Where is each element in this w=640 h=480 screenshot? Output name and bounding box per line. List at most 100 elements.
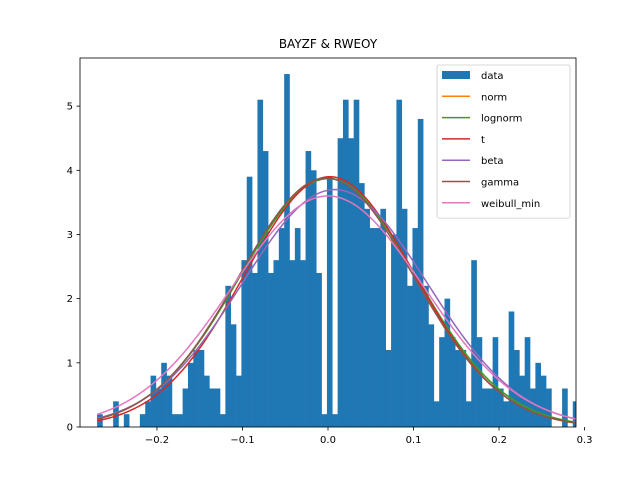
x-tick-label: −0.2 bbox=[145, 435, 169, 446]
histogram-bar bbox=[273, 260, 280, 427]
histogram-bar bbox=[535, 362, 542, 427]
histogram-bar bbox=[305, 151, 312, 427]
plot-area bbox=[96, 74, 584, 427]
histogram-bar bbox=[439, 337, 445, 427]
histogram-bar bbox=[230, 324, 237, 427]
histogram-bar bbox=[396, 99, 403, 427]
histogram-bar bbox=[139, 414, 146, 427]
histogram-bar bbox=[369, 228, 376, 427]
histogram-bar bbox=[540, 375, 547, 427]
series-line-gamma bbox=[96, 177, 576, 424]
histogram-bar bbox=[187, 362, 194, 427]
legend-label-norm: norm bbox=[481, 92, 507, 103]
legend-label-data: data bbox=[481, 71, 504, 82]
histogram-bar bbox=[348, 138, 354, 427]
histogram-bar bbox=[514, 349, 520, 427]
histogram-bar bbox=[289, 260, 296, 427]
chart-title: BAYZF & RWEOY bbox=[279, 37, 378, 51]
histogram-bar bbox=[481, 388, 488, 427]
histogram-bar bbox=[364, 208, 370, 427]
histogram-bar bbox=[492, 337, 499, 427]
histogram-bar bbox=[310, 170, 317, 427]
histogram-bar bbox=[241, 260, 248, 427]
series-line-beta bbox=[96, 188, 576, 420]
histogram-bar bbox=[262, 151, 269, 427]
y-tick-label: 3 bbox=[67, 230, 73, 241]
histogram-bar bbox=[284, 74, 290, 427]
histogram-bar bbox=[455, 349, 461, 427]
histogram-bar bbox=[476, 337, 483, 427]
histogram-bar bbox=[332, 414, 338, 427]
histogram-bar bbox=[578, 401, 584, 427]
histogram-bar bbox=[300, 260, 306, 427]
x-tick-label: 0.0 bbox=[320, 435, 336, 446]
histogram-bar bbox=[508, 311, 515, 427]
legend-label-gamma: gamma bbox=[481, 178, 519, 189]
legend-label-lognorm: lognorm bbox=[481, 114, 522, 125]
histogram-bar bbox=[155, 388, 162, 427]
histogram-bar bbox=[391, 234, 397, 427]
histogram-bar bbox=[444, 298, 451, 427]
histogram-bar bbox=[407, 285, 413, 427]
histogram-bar bbox=[145, 401, 151, 427]
histogram-bar bbox=[519, 375, 525, 427]
x-tick-label: 0.2 bbox=[491, 435, 507, 446]
histogram-bar bbox=[326, 176, 333, 427]
y-tick-label: 1 bbox=[67, 358, 73, 369]
histogram-bar bbox=[182, 388, 189, 427]
series-line-weibull-min bbox=[96, 195, 576, 420]
histogram-bar bbox=[316, 272, 322, 427]
histogram-bar bbox=[220, 414, 226, 427]
histogram-bar bbox=[449, 337, 456, 427]
x-tick-label: 0.1 bbox=[406, 435, 422, 446]
histogram-bar bbox=[524, 337, 531, 427]
histogram-bar bbox=[278, 228, 285, 427]
legend-box bbox=[436, 64, 571, 219]
histogram-bar bbox=[177, 414, 183, 427]
histogram-bar bbox=[246, 176, 253, 427]
histogram-bar bbox=[497, 388, 504, 427]
y-tick-label: 2 bbox=[67, 294, 73, 305]
histogram-bar bbox=[214, 388, 221, 427]
histogram-bar bbox=[428, 324, 435, 427]
histogram-bar bbox=[150, 375, 157, 427]
histogram-bar bbox=[503, 401, 509, 427]
histogram-bar bbox=[433, 401, 440, 427]
histogram-bar bbox=[353, 99, 360, 427]
histogram-bar bbox=[423, 285, 429, 427]
histogram-bar bbox=[530, 388, 536, 427]
histogram-bar bbox=[562, 388, 568, 427]
y-tick-label: 4 bbox=[67, 166, 73, 177]
axes: −0.2 −0.1 0.0 0.1 0.2 0.3 0 1 2 3 4 5 bbox=[67, 57, 593, 446]
legend: data norm lognorm t beta gamma weibull_min bbox=[436, 64, 571, 219]
legend-label-t: t bbox=[481, 135, 485, 146]
histogram-bar bbox=[161, 362, 167, 427]
histogram-bar bbox=[257, 99, 264, 427]
legend-label-weibull-min: weibull_min bbox=[481, 199, 540, 210]
histogram-bar bbox=[412, 228, 419, 427]
histogram-bar bbox=[321, 414, 328, 427]
histogram-bar bbox=[268, 272, 274, 427]
histogram-bar bbox=[401, 208, 408, 427]
legend-swatch-data bbox=[442, 71, 470, 79]
histogram-bar bbox=[359, 183, 365, 427]
histogram-bar bbox=[209, 388, 215, 427]
histogram-bar bbox=[380, 208, 387, 427]
histogram-bar bbox=[342, 99, 349, 427]
histogram-bar bbox=[236, 375, 242, 427]
x-tick-label: −0.1 bbox=[230, 435, 254, 446]
x-tick-label: 0.3 bbox=[577, 435, 593, 446]
histogram-bar bbox=[198, 349, 205, 427]
histogram-bar bbox=[546, 388, 552, 427]
histogram-bar bbox=[166, 375, 173, 427]
histogram-bar bbox=[471, 260, 477, 427]
histogram-bar bbox=[460, 349, 467, 427]
y-tick-label: 5 bbox=[67, 102, 73, 113]
histogram-bar bbox=[337, 138, 344, 427]
legend-label-beta: beta bbox=[481, 156, 504, 167]
histogram-bar bbox=[204, 375, 210, 427]
histogram-bar bbox=[193, 349, 199, 427]
histogram-bar bbox=[225, 285, 232, 427]
histogram-bar bbox=[123, 414, 130, 427]
